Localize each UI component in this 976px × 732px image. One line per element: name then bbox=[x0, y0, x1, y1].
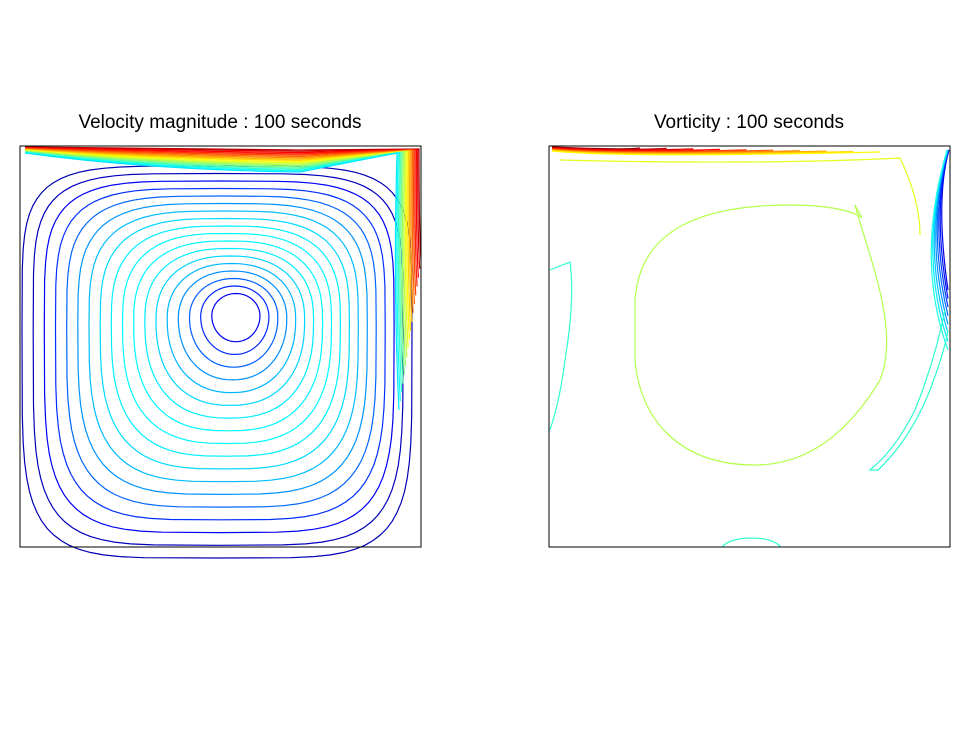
velocity-contour-line bbox=[24, 152, 400, 411]
velocity-contour-line bbox=[24, 146, 421, 269]
velocity-contour-line bbox=[133, 240, 324, 432]
velocity-contour-line bbox=[77, 202, 368, 496]
velocity-contour-line bbox=[200, 285, 270, 356]
velocity-contour-line bbox=[24, 147, 417, 296]
vorticity-contour-line bbox=[932, 149, 949, 342]
velocity-contour-line bbox=[121, 232, 333, 445]
vorticity-contour-line bbox=[634, 204, 888, 466]
velocity-contour-line bbox=[188, 277, 279, 368]
velocity-contour-line bbox=[32, 172, 404, 546]
velocity-contour-line bbox=[24, 148, 413, 322]
velocity-contour-line bbox=[24, 150, 408, 358]
velocity-contour-line bbox=[144, 247, 315, 419]
velocity-contour-line bbox=[99, 217, 351, 470]
vorticity-contour-line bbox=[551, 150, 881, 156]
vorticity-contour-line bbox=[559, 157, 921, 236]
velocity-contour-plot bbox=[21, 146, 422, 559]
velocity-contour-line bbox=[24, 151, 404, 384]
velocity-contour-line bbox=[88, 210, 359, 483]
vorticity-plot-title: Vorticity : 100 seconds bbox=[653, 112, 845, 133]
vorticity-plot-frame bbox=[548, 145, 951, 548]
vorticity-contour-line bbox=[868, 309, 949, 471]
velocity-contour-line bbox=[24, 152, 401, 402]
velocity-contour-line bbox=[110, 225, 342, 457]
velocity-contour-line bbox=[24, 151, 405, 375]
velocity-plot-frame bbox=[19, 145, 422, 548]
velocity-contour-line bbox=[177, 270, 288, 381]
velocity-contour-line bbox=[21, 165, 413, 559]
velocity-contour-line bbox=[24, 148, 414, 313]
velocity-contour-line bbox=[211, 292, 261, 343]
velocity-contour-line bbox=[24, 150, 407, 366]
velocity-contour-line bbox=[24, 147, 419, 278]
velocity-contour-line bbox=[24, 148, 416, 305]
velocity-contour-line bbox=[24, 149, 409, 349]
velocity-contour-line bbox=[66, 195, 377, 508]
velocity-contour-line bbox=[43, 180, 395, 534]
velocity-contour-line bbox=[166, 262, 297, 394]
velocity-contour-line bbox=[24, 149, 412, 331]
velocity-contour-line bbox=[155, 255, 306, 406]
velocity-plot-title: Velocity magnitude : 100 seconds bbox=[78, 112, 362, 133]
velocity-contour-line bbox=[24, 151, 403, 393]
vorticity-contour-plot bbox=[549, 146, 950, 548]
vorticity-contour-line bbox=[549, 261, 573, 431]
velocity-contour-line bbox=[54, 187, 386, 521]
velocity-contour-line bbox=[24, 149, 410, 340]
vorticity-contour-line bbox=[721, 537, 782, 548]
velocity-contour-line bbox=[24, 147, 418, 287]
velocity-contour-line bbox=[24, 146, 422, 261]
